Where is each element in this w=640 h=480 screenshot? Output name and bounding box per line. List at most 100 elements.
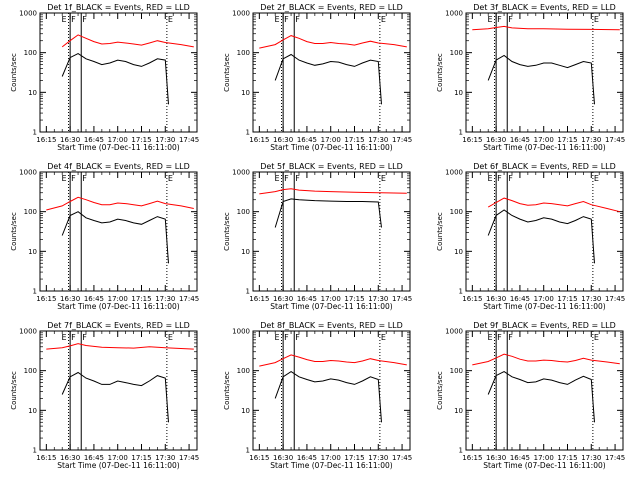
series-line-lld — [472, 353, 620, 366]
x-axis-label: Start Time (07-Dec-11 16:11:00) — [57, 143, 179, 152]
series-line-events — [61, 53, 169, 105]
y-tick-label: 10 — [454, 248, 463, 256]
detector-panel-4: Det 4f_BLACK = Events, RED = LLD 1 10 100 10… — [10, 162, 199, 311]
interval-marker-label: E — [62, 174, 67, 183]
y-tick-label: 1 — [33, 447, 37, 455]
interval-marker-label: E — [381, 15, 386, 24]
plot-frame — [252, 12, 411, 133]
x-tick-label: 16:45 — [84, 136, 104, 144]
interval-marker-label: F — [295, 174, 300, 183]
plot-frame — [39, 12, 198, 133]
x-axis-label: Start Time (07-Dec-11 16:11:00) — [483, 461, 605, 470]
plot-frame — [252, 171, 411, 292]
y-tick-label: 1000 — [445, 10, 463, 18]
interval-marker-label: E — [594, 333, 599, 342]
series-line-events — [274, 198, 382, 228]
detector-panel-3: Det 3f_BLACK = Events, RED = LLD 1 10 100 10… — [436, 3, 625, 152]
detector-panel-2: Det 2f_BLACK = Events, RED = LLD 1 10 100 10… — [223, 3, 412, 152]
y-axis-label: Counts/sec — [10, 53, 18, 92]
x-tick-label: 16:45 — [297, 454, 317, 462]
x-tick-label: 17:45 — [392, 454, 412, 462]
interval-marker-label: F — [508, 333, 513, 342]
series-line-events — [487, 209, 595, 264]
detector-panel-1: Det 1f_BLACK = Events, RED = LLD 1 10 100 10… — [10, 3, 199, 152]
panel-title: Det 6f_BLACK = Events, RED = LLD — [473, 162, 616, 171]
interval-marker-label: E — [275, 333, 280, 342]
series-line-lld — [46, 196, 194, 211]
interval-marker-label: E — [488, 15, 493, 24]
y-tick-label: 1000 — [232, 169, 250, 177]
x-tick-label: 17:00 — [108, 454, 128, 462]
plot-frame — [465, 171, 624, 292]
interval-marker-label: F — [284, 174, 289, 183]
series-line-lld — [472, 25, 620, 31]
x-tick-label: 16:15 — [36, 454, 56, 462]
x-tick-label: 16:30 — [486, 295, 506, 303]
y-tick-label: 1000 — [445, 328, 463, 336]
y-tick-label: 100 — [237, 49, 250, 57]
y-tick-label: 10 — [241, 248, 250, 256]
series-line-lld — [46, 343, 194, 350]
x-tick-label: 16:45 — [84, 295, 104, 303]
x-tick-label: 17:15 — [131, 454, 151, 462]
x-tick-label: 16:45 — [510, 454, 530, 462]
interval-marker-label: F — [508, 15, 513, 24]
x-tick-label: 16:45 — [84, 454, 104, 462]
x-tick-label: 16:30 — [60, 454, 80, 462]
series-line-events — [274, 53, 382, 105]
plot-frame — [39, 330, 198, 451]
y-tick-label: 1 — [459, 288, 463, 296]
y-tick-label: 100 — [237, 208, 250, 216]
y-axis-label: Counts/sec — [223, 212, 231, 251]
x-axis-label: Start Time (07-Dec-11 16:11:00) — [270, 143, 392, 152]
x-tick-label: 17:15 — [344, 454, 364, 462]
x-tick-label: 17:00 — [534, 295, 554, 303]
x-tick-label: 16:15 — [249, 454, 269, 462]
x-tick-label: 17:15 — [131, 136, 151, 144]
y-tick-label: 1 — [246, 447, 250, 455]
x-tick-label: 16:45 — [510, 136, 530, 144]
plot-frame — [252, 330, 411, 451]
x-tick-label: 17:45 — [179, 136, 199, 144]
y-tick-label: 10 — [241, 89, 250, 97]
y-tick-label: 1 — [33, 288, 37, 296]
interval-marker-label: E — [275, 174, 280, 183]
x-tick-label: 17:30 — [581, 136, 601, 144]
interval-marker-label: F — [295, 333, 300, 342]
x-tick-label: 16:15 — [462, 136, 482, 144]
interval-marker-label: F — [82, 174, 87, 183]
panel-title: Det 7f_BLACK = Events, RED = LLD — [47, 321, 190, 330]
interval-marker-label: E — [168, 15, 173, 24]
x-axis-label: Start Time (07-Dec-11 16:11:00) — [270, 302, 392, 311]
x-tick-label: 17:15 — [131, 295, 151, 303]
panel-title: Det 8f_BLACK = Events, RED = LLD — [260, 321, 403, 330]
interval-marker-label: E — [488, 333, 493, 342]
interval-marker-label: F — [508, 174, 513, 183]
panel-title: Det 5f_BLACK = Events, RED = LLD — [260, 162, 403, 171]
series-line-lld — [259, 354, 407, 367]
y-tick-label: 1 — [246, 288, 250, 296]
x-tick-label: 17:30 — [581, 454, 601, 462]
x-tick-label: 17:45 — [392, 295, 412, 303]
x-tick-label: 17:45 — [605, 136, 625, 144]
x-tick-label: 17:45 — [179, 295, 199, 303]
interval-marker-label: F — [497, 174, 502, 183]
y-tick-label: 1000 — [19, 328, 37, 336]
interval-marker-label: F — [284, 15, 289, 24]
y-axis-label: Counts/sec — [436, 371, 444, 410]
series-line-events — [61, 211, 169, 264]
y-tick-label: 100 — [450, 208, 463, 216]
interval-marker-label: F — [284, 333, 289, 342]
x-tick-label: 17:30 — [155, 454, 175, 462]
y-tick-label: 1 — [33, 129, 37, 137]
panel-title: Det 9f_BLACK = Events, RED = LLD — [473, 321, 616, 330]
x-tick-label: 17:15 — [344, 136, 364, 144]
x-tick-label: 17:45 — [605, 295, 625, 303]
interval-marker-label: F — [82, 15, 87, 24]
y-tick-label: 1 — [246, 129, 250, 137]
y-tick-label: 1 — [459, 129, 463, 137]
x-tick-label: 17:00 — [321, 454, 341, 462]
interval-marker-label: F — [82, 333, 87, 342]
x-tick-label: 16:45 — [297, 295, 317, 303]
interval-marker-label: E — [381, 333, 386, 342]
